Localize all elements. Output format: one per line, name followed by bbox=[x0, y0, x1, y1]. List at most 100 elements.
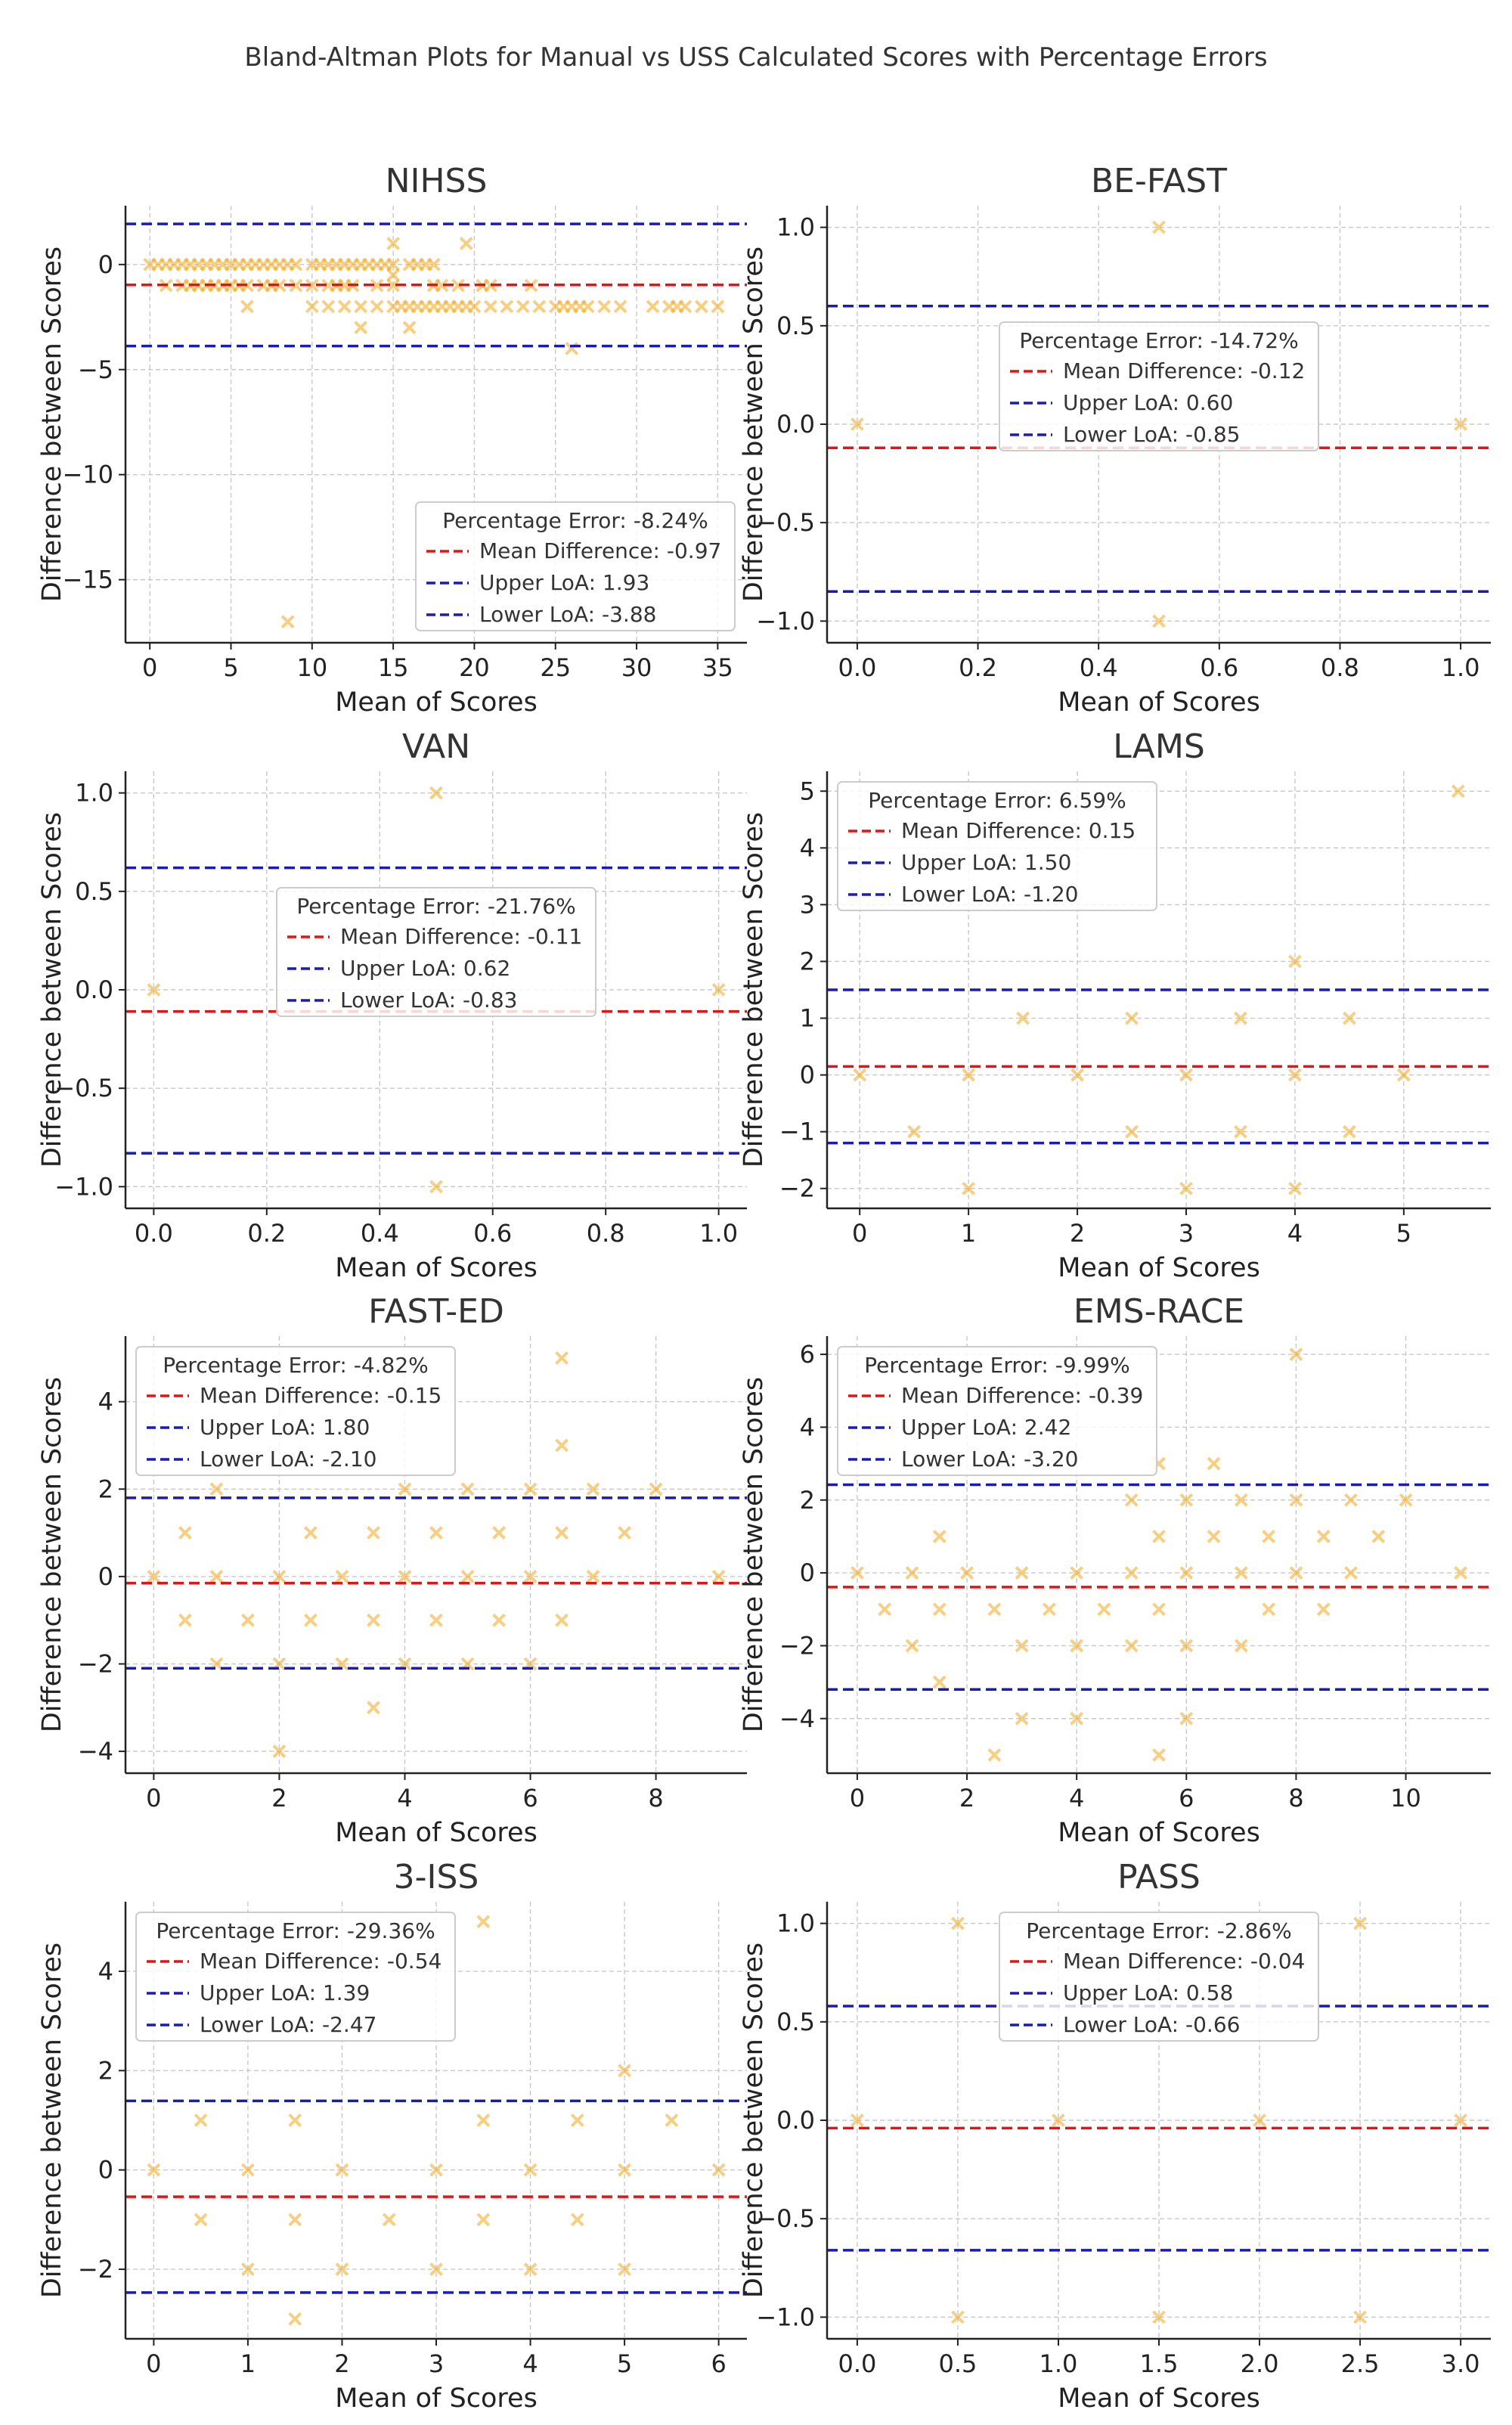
data-point bbox=[1399, 1493, 1413, 1507]
data-point bbox=[850, 2113, 864, 2127]
data-point bbox=[1124, 1566, 1139, 1580]
x-tick-label: 8 bbox=[648, 1784, 663, 1813]
data-point bbox=[367, 1701, 380, 1715]
legend: Percentage Error: -8.24% Mean Difference:… bbox=[415, 501, 736, 631]
x-tick-label: 0.0 bbox=[838, 653, 876, 682]
legend-upper-loa-label: Upper LoA: 0.60 bbox=[1063, 390, 1233, 415]
data-point bbox=[467, 299, 482, 314]
data-point bbox=[711, 2163, 726, 2177]
data-point bbox=[1124, 1493, 1139, 1507]
data-point bbox=[147, 1569, 161, 1583]
y-tick-label: 4 bbox=[98, 1957, 113, 1986]
x-tick-label: 2 bbox=[334, 2349, 349, 2378]
data-point bbox=[386, 278, 401, 293]
x-tick-label: 0 bbox=[852, 1219, 867, 1248]
y-axis-label: Difference between Scores bbox=[37, 1377, 67, 1732]
data-point bbox=[335, 2262, 349, 2276]
chart-pass: 0.0 0.5 1.0 1.5 2.0 2.5 3.0 1.0 0.5 0.0 −0.5 −1.0 PA… bbox=[739, 1858, 1491, 2414]
y-tick-label: −1.0 bbox=[54, 1172, 113, 1201]
x-axis-label: Mean of Scores bbox=[1058, 687, 1260, 718]
y-tick-label: −2 bbox=[779, 1174, 815, 1203]
figure-title: Bland-Altman Plots for Manual vs USS Cal… bbox=[244, 42, 1268, 73]
data-point bbox=[711, 1569, 726, 1583]
panel-lams: 0 1 2 3 4 5 5 4 3 2 1 0 −1 −2 LAMS Mean of Scores Differ… bbox=[736, 711, 1498, 1295]
data-point bbox=[960, 1566, 974, 1580]
y-tick-label: −15 bbox=[62, 566, 113, 594]
legend-percentage-error: Percentage Error: 6.59% bbox=[868, 788, 1126, 813]
data-point bbox=[1234, 1124, 1247, 1139]
x-tick-label: 30 bbox=[621, 653, 652, 682]
legend-lower-loa-label: Lower LoA: -0.66 bbox=[1063, 2012, 1240, 2037]
legend-upper-loa-label: Upper LoA: 1.39 bbox=[200, 1980, 370, 2005]
data-point bbox=[987, 1602, 1002, 1617]
data-point bbox=[1234, 1011, 1247, 1025]
data-point bbox=[853, 1068, 867, 1082]
panel-fast-ed: 0 2 4 6 8 4 2 0 −2 −4 FAST-ED Mean of Scores Differe… bbox=[35, 1276, 754, 1859]
data-point bbox=[1371, 1530, 1386, 1543]
plot-area: 0 1 2 3 4 5 5 4 3 2 1 0 −1 −2 LAMS Mean of Scores Differ… bbox=[739, 727, 1491, 1283]
data-point bbox=[1262, 1602, 1276, 1617]
y-tick-label: −4 bbox=[78, 1737, 113, 1766]
data-point bbox=[289, 257, 303, 271]
plot-area: 0.0 0.5 1.0 1.5 2.0 2.5 3.0 1.0 0.5 0.0 −0.5 −1.0 PA… bbox=[739, 1858, 1491, 2414]
data-point bbox=[429, 2163, 443, 2177]
data-point bbox=[1454, 2113, 1468, 2127]
legend-percentage-error: Percentage Error: -4.82% bbox=[163, 1353, 429, 1378]
x-axis-label: Mean of Scores bbox=[1058, 2383, 1260, 2414]
data-point bbox=[335, 1569, 349, 1583]
data-point bbox=[1454, 1566, 1468, 1580]
legend-percentage-error: Percentage Error: -8.24% bbox=[442, 508, 708, 533]
data-point bbox=[678, 299, 692, 314]
legend-percentage-error: Percentage Error: -2.86% bbox=[1026, 1918, 1292, 1943]
data-point bbox=[1288, 1068, 1302, 1082]
y-tick-label: −0.5 bbox=[54, 1074, 113, 1102]
legend-lower-loa-label: Lower LoA: -2.47 bbox=[200, 2012, 376, 2037]
x-tick-label: 5 bbox=[223, 653, 238, 682]
data-point bbox=[711, 983, 726, 997]
data-point bbox=[354, 299, 368, 314]
x-tick-label: 15 bbox=[378, 653, 409, 682]
data-point bbox=[907, 1124, 922, 1139]
legend-lower-loa-label: Lower LoA: -1.20 bbox=[901, 882, 1078, 907]
y-tick-label: −0.5 bbox=[756, 508, 815, 537]
data-point bbox=[1179, 1493, 1194, 1507]
data-point bbox=[476, 2113, 491, 2127]
data-point bbox=[878, 1602, 892, 1617]
x-tick-label: 1 bbox=[961, 1219, 976, 1248]
data-point bbox=[1179, 1068, 1193, 1082]
x-tick-label: 1.0 bbox=[1040, 2349, 1078, 2378]
data-point bbox=[951, 1916, 965, 1930]
data-point bbox=[516, 299, 530, 314]
data-point bbox=[288, 2113, 302, 2127]
data-point bbox=[932, 1602, 947, 1617]
data-point bbox=[1316, 1602, 1331, 1617]
x-tick-label: 1.0 bbox=[1442, 653, 1480, 682]
x-tick-label: 0.2 bbox=[959, 653, 997, 682]
y-tick-label: 2 bbox=[98, 1475, 113, 1503]
data-point bbox=[932, 1530, 947, 1543]
x-tick-label: 10 bbox=[296, 653, 327, 682]
data-point bbox=[523, 1482, 538, 1496]
legend-upper-loa-label: Upper LoA: 2.42 bbox=[901, 1415, 1071, 1440]
y-tick-label: −1 bbox=[779, 1118, 815, 1146]
data-point bbox=[987, 1748, 1002, 1762]
data-point bbox=[1353, 2310, 1367, 2324]
data-point bbox=[555, 1526, 569, 1540]
data-point bbox=[386, 257, 401, 271]
data-point bbox=[460, 1569, 475, 1583]
legend-box bbox=[415, 501, 736, 631]
data-point bbox=[147, 2163, 161, 2177]
data-point bbox=[1152, 614, 1166, 628]
data-point bbox=[1179, 1639, 1194, 1653]
data-point bbox=[429, 786, 443, 800]
data-point bbox=[382, 2213, 396, 2227]
y-tick-label: −5 bbox=[78, 355, 113, 384]
data-point bbox=[289, 278, 303, 293]
data-point bbox=[321, 299, 336, 314]
y-tick-label: 6 bbox=[800, 1340, 815, 1369]
data-point bbox=[370, 278, 384, 293]
data-point bbox=[1152, 1748, 1166, 1762]
chart-lams: 0 1 2 3 4 5 5 4 3 2 1 0 −1 −2 LAMS Mean of Scores Differ… bbox=[739, 727, 1491, 1283]
data-point bbox=[386, 237, 401, 250]
